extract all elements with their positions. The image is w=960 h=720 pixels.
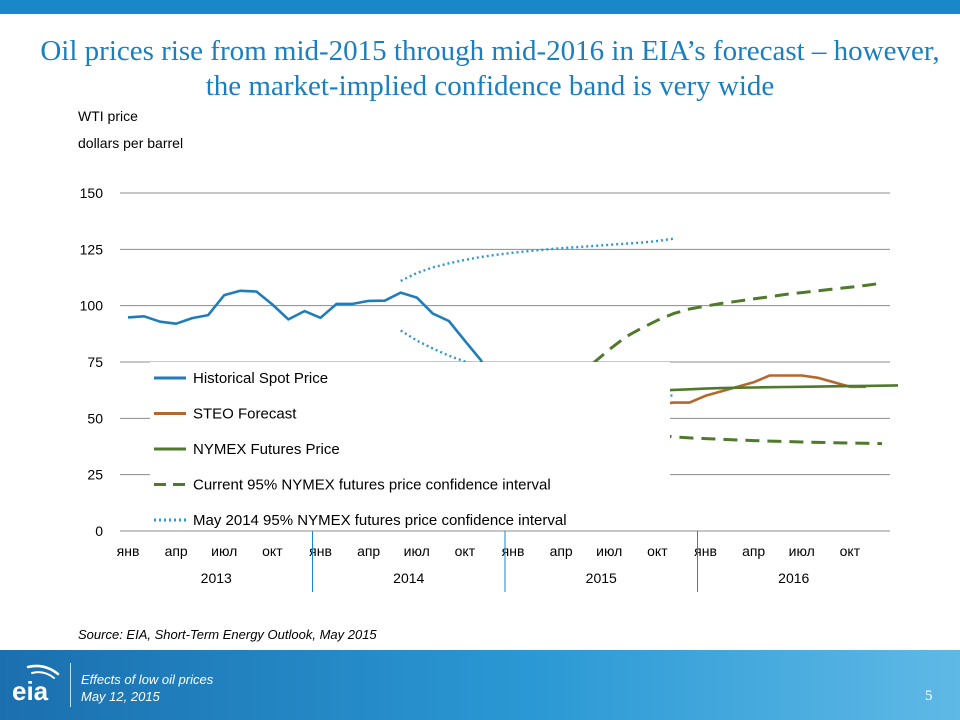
x-year-label: 2013 — [201, 570, 232, 586]
legend-label: NYMEX Futures Price — [193, 441, 340, 458]
footer-divider — [70, 663, 71, 707]
series-line-current-95-nymex-futures-price-confidence-interval-upper — [592, 281, 883, 365]
y-axis-ticks: 0 25 50 75 100 125 150 — [80, 185, 104, 539]
legend-label: Current 95% NYMEX futures price confiden… — [193, 477, 551, 494]
eia-logo: eia — [12, 664, 60, 706]
x-tick-label: апр — [357, 543, 380, 559]
footer-presentation-title: Effects of low oil prices — [81, 672, 214, 687]
wti-price-chart: 0 25 50 75 100 125 150 янв апр июл окт 2013 янв апр и… — [80, 185, 899, 592]
legend-label: STEO Forecast — [193, 406, 297, 423]
x-tick-label: апр — [742, 543, 765, 559]
eia-logo-text: eia — [12, 676, 49, 706]
x-tick-label: окт — [840, 543, 861, 559]
series-line-historical-spot-price — [127, 289, 546, 426]
y-tick-label: 25 — [87, 467, 103, 483]
top-accent-bar — [0, 0, 960, 14]
x-tick-label: июл — [404, 543, 430, 559]
x-tick-label: июл — [596, 543, 622, 559]
x-year-label: 2014 — [393, 570, 424, 586]
legend-background — [150, 362, 670, 528]
x-tick-label: апр — [550, 543, 573, 559]
y-tick-label: 50 — [87, 410, 103, 426]
y-tick-label: 0 — [95, 523, 103, 539]
x-tick-label: июл — [211, 543, 237, 559]
legend-label: Historical Spot Price — [193, 370, 328, 387]
x-tick-label: янв — [502, 543, 525, 559]
x-tick-label: окт — [262, 543, 283, 559]
x-tick-label: янв — [117, 543, 140, 559]
x-tick-label: янв — [309, 543, 332, 559]
y-tick-label: 75 — [87, 354, 103, 370]
x-year-label: 2016 — [778, 570, 809, 586]
source-note: Source: EIA, Short-Term Energy Outlook, … — [78, 627, 377, 642]
y-axis-unit-label: dollars per barrel — [78, 135, 184, 151]
y-tick-label: 125 — [80, 241, 104, 257]
x-tick-label: апр — [165, 543, 188, 559]
x-tick-label: окт — [455, 543, 476, 559]
legend-label: May 2014 95% NYMEX futures price confide… — [193, 512, 567, 529]
series-line-may-2014-95-nymex-futures-price-confidence-interval-upper — [400, 237, 674, 282]
y-tick-label: 150 — [80, 185, 104, 201]
footer-date: May 12, 2015 — [81, 689, 160, 704]
x-axis-ticks: янв апр июл окт 2013 янв апр июл окт 2014 янв апр ию… — [117, 531, 861, 592]
y-tick-label: 100 — [80, 298, 104, 314]
chart-caption: WTI price — [78, 108, 138, 124]
x-tick-label: янв — [694, 543, 717, 559]
page-number: 5 — [925, 688, 933, 704]
slide-title: Oil prices rise from mid-2015 through mi… — [40, 35, 940, 102]
footer-bar: eia Effects of low oil prices May 12, 20… — [0, 650, 960, 720]
x-tick-label: июл — [789, 543, 815, 559]
chart-legend: Historical Spot Price STEO Forecast NYMEX … — [150, 362, 670, 529]
x-tick-label: окт — [647, 543, 668, 559]
x-year-label: 2015 — [586, 570, 617, 586]
